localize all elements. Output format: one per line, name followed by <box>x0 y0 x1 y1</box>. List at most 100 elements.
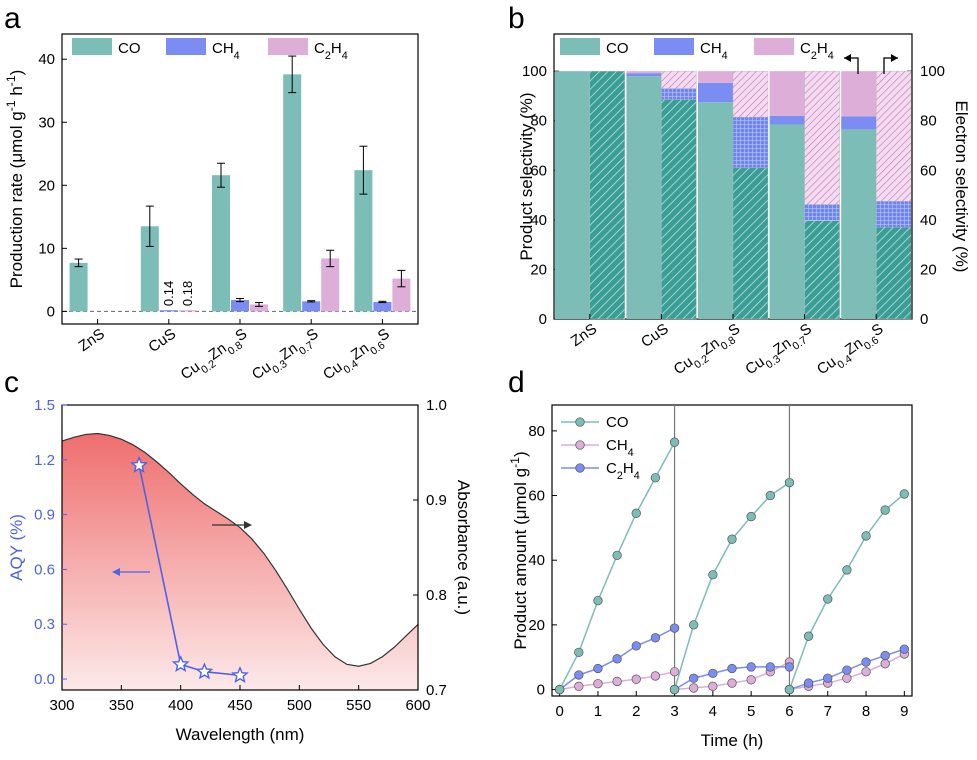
y-tick-label: 1.2 <box>34 452 55 469</box>
y-tick-label: 60 <box>530 162 547 179</box>
x-tick-label: 500 <box>287 697 312 714</box>
electron-bar-co <box>732 167 769 320</box>
series-point-co <box>784 684 795 695</box>
x-tick-label: 6 <box>785 703 793 720</box>
series-point-ch4 <box>861 667 871 677</box>
legend-label: C2H4 <box>800 40 834 62</box>
x-tick-label: CuS <box>638 320 672 351</box>
legend-label: CH4 <box>700 40 728 62</box>
series-point-ch4 <box>612 676 622 687</box>
y-axis-title: Product amount (μmol g-1) <box>508 451 530 649</box>
x-tick-label: Cu0.3Zn0.7S <box>742 320 817 382</box>
y2-axis-title: Absorbance (a.u.) <box>454 480 473 615</box>
product-bar-ch4 <box>626 73 662 77</box>
electron-bar-c2h4 <box>876 70 912 202</box>
product-bar-c2h4 <box>698 71 733 83</box>
series-point-c2h4 <box>708 668 718 679</box>
y-tick-label: 40 <box>530 212 547 229</box>
electron-bar-ch4 <box>876 201 912 228</box>
legend-swatch-co <box>72 38 112 55</box>
legend-marker-co <box>575 417 585 427</box>
x-tick-label: ZnS <box>568 320 600 350</box>
panel-label-c: c <box>4 366 19 399</box>
y2-tick-label: 40 <box>920 212 937 229</box>
panel-label-d: d <box>508 366 525 399</box>
y2-tick-label: 1.0 <box>426 397 447 414</box>
data-label: 0.14 <box>161 281 176 306</box>
series-point-ch4 <box>842 673 852 683</box>
x-tick-label: 5 <box>747 703 755 720</box>
product-bar-co <box>554 71 590 319</box>
series-point-co <box>803 631 814 641</box>
series-point-co <box>746 511 756 522</box>
series-point-co <box>612 550 622 560</box>
absorbance-line <box>61 432 419 667</box>
x-tick-label: Cu0.2Zn0.8S <box>178 325 253 387</box>
series-point-c2h4 <box>631 641 641 651</box>
x-tick-label: 0 <box>555 703 563 720</box>
chart-a: 0 10 20 30 40 ZnS CuSCu0.2Zn0.8SCu0.3Zn0.7SCu0… <box>4 33 419 387</box>
electron-bar-co <box>661 99 697 320</box>
series-point-ch4 <box>669 667 680 677</box>
data-label: 0.18 <box>180 281 195 306</box>
electron-bar-co <box>876 227 912 320</box>
legend-swatch-c2h4 <box>754 38 794 55</box>
product-bar-co <box>841 129 877 319</box>
x-tick-label: Cu0.3Zn0.7S <box>249 325 324 387</box>
series-point-c2h4 <box>842 665 852 675</box>
product-bar-co <box>626 76 662 319</box>
bar-co <box>69 262 88 312</box>
series-line-co <box>673 481 790 690</box>
legend-swatch-ch4 <box>654 38 694 55</box>
y-tick-label: 0.6 <box>34 561 55 578</box>
series-point-co <box>823 594 833 604</box>
aqy-point <box>130 455 149 473</box>
legend-label: C2H4 <box>606 460 640 482</box>
y-tick-label: 80 <box>530 113 547 130</box>
y-tick-label: 20 <box>38 177 55 194</box>
y-tick-label: 40 <box>38 51 55 68</box>
y-tick-label: 0.0 <box>34 671 55 688</box>
x-tick-label: Cu0.2Zn0.8S <box>671 320 746 382</box>
x-tick-label: 350 <box>109 697 134 714</box>
series-point-c2h4 <box>593 663 603 674</box>
x-tick-label: 3 <box>670 703 678 720</box>
x-tick-label: 300 <box>49 697 74 714</box>
series-point-co <box>631 508 641 518</box>
electron-bar-c2h4 <box>804 70 840 205</box>
y-tick-label: 0.9 <box>34 507 55 524</box>
x-tick-label: 7 <box>824 703 832 720</box>
panel-label-b: b <box>508 2 525 35</box>
series-point-co <box>861 531 871 541</box>
x-tick-label: 4 <box>709 703 717 720</box>
series-point-ch4 <box>880 659 890 669</box>
series-point-ch4 <box>574 681 584 691</box>
x-tick-label: 600 <box>405 697 430 714</box>
series-point-co <box>650 473 661 483</box>
series-point-co <box>555 684 565 695</box>
y-tick-label: 20 <box>528 617 545 634</box>
series-point-c2h4 <box>574 670 584 680</box>
y2-tick-label: 0.7 <box>426 682 447 699</box>
series-point-c2h4 <box>669 623 680 633</box>
y-tick-label: 0 <box>539 311 547 328</box>
y-tick-label: 20 <box>530 261 547 278</box>
series-point-c2h4 <box>803 678 814 688</box>
y-tick-label: 0 <box>47 303 55 320</box>
arrow-head <box>891 54 898 62</box>
series-point-c2h4 <box>727 663 737 674</box>
y2-axis-title: Electron selectivity (%) <box>952 101 971 273</box>
panel-label-a: a <box>4 2 21 35</box>
series-point-co <box>593 595 603 606</box>
legend-label: CO <box>606 414 629 431</box>
series-point-c2h4 <box>746 662 756 672</box>
electron-bar-ch4 <box>661 88 697 100</box>
x-axis-title: Wavelength (nm) <box>176 725 305 744</box>
product-bar-c2h4 <box>841 71 877 117</box>
y-tick-label: 1.5 <box>34 397 55 414</box>
y2-tick-label: 60 <box>920 162 937 179</box>
y2-tick-label: 0.9 <box>426 492 447 509</box>
series-point-co <box>669 684 680 695</box>
series-point-co <box>689 620 699 630</box>
